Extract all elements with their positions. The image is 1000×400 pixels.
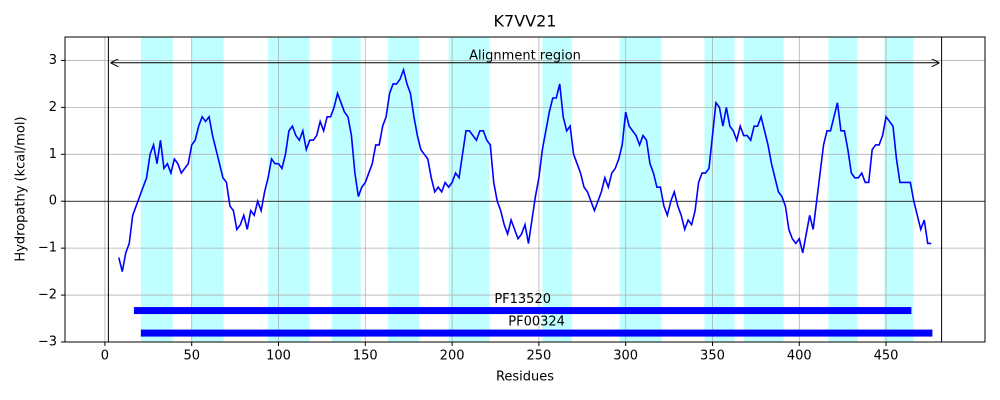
- y-tick-label: 1: [49, 147, 57, 162]
- chart-title: K7VV21: [494, 12, 557, 31]
- y-tick-label: −1: [38, 241, 57, 256]
- x-tick-label: 300: [613, 349, 638, 364]
- region-band: [140, 37, 173, 342]
- region-band: [448, 37, 490, 342]
- x-tick-label: 100: [266, 349, 291, 364]
- region-band: [268, 37, 310, 342]
- x-tick-label: 450: [874, 349, 899, 364]
- x-tick-label: 50: [183, 349, 200, 364]
- region-band: [743, 37, 784, 342]
- domain-bar: [140, 329, 933, 337]
- region-band: [191, 37, 224, 342]
- region-band: [619, 37, 662, 342]
- y-axis-label: Hydropathy (kcal/mol): [14, 116, 29, 261]
- y-tick-label: −3: [38, 335, 57, 350]
- domain-label: PF00324: [508, 315, 565, 330]
- region-band: [828, 37, 858, 342]
- y-tick-label: −2: [38, 288, 57, 303]
- region-band: [884, 37, 914, 342]
- x-tick-label: 150: [353, 349, 378, 364]
- x-tick-label: 250: [526, 349, 551, 364]
- alignment-label: Alignment region: [469, 48, 581, 63]
- x-tick-label: 200: [440, 349, 465, 364]
- region-band: [331, 37, 361, 342]
- region-band: [542, 37, 572, 342]
- region-band: [704, 37, 735, 342]
- x-tick-label: 0: [101, 349, 109, 364]
- y-tick-label: 2: [49, 100, 57, 115]
- domain-bar: [133, 307, 912, 315]
- y-tick-label: 3: [49, 53, 57, 68]
- y-tick-label: 0: [49, 194, 57, 209]
- hydropathy-line: [118, 67, 932, 272]
- x-tick-label: 350: [700, 349, 725, 364]
- plot-frame: [64, 36, 986, 343]
- x-tick-label: 400: [787, 349, 812, 364]
- region-band: [387, 37, 420, 342]
- domain-label: PF13520: [494, 292, 551, 307]
- x-axis-label: Residues: [496, 370, 554, 385]
